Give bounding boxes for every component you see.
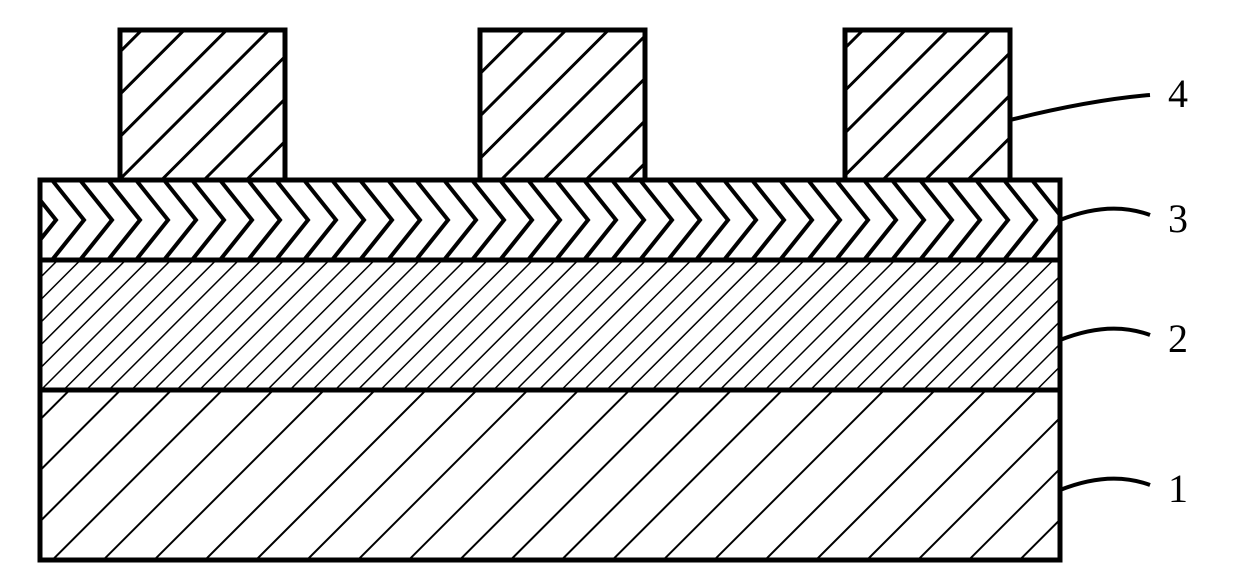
callout-label-3: 3 [1168, 195, 1188, 242]
callout-label-1: 1 [1168, 465, 1188, 512]
diagram-svg [0, 0, 1240, 580]
callout-label-4: 4 [1168, 70, 1188, 117]
diagram-stage: 4 3 2 1 [0, 0, 1240, 580]
callout-label-2: 2 [1168, 315, 1188, 362]
